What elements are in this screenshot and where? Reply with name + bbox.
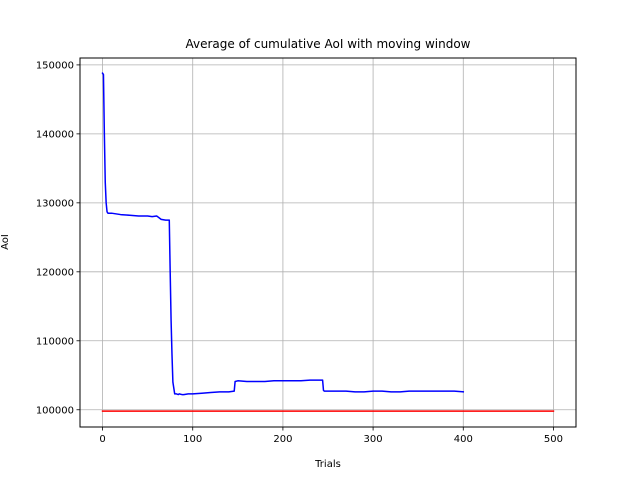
x-tick-label: 300 [364,434,383,445]
y-tick-label: 100000 [36,405,74,416]
y-axis-label: AoI [0,234,11,250]
y-tick-label: 150000 [36,60,74,71]
y-tick-label: 130000 [36,198,74,209]
x-tick-label: 100 [183,434,202,445]
x-tick-label: 0 [99,434,105,445]
chart-title: Average of cumulative AoI with moving wi… [186,37,471,51]
grid [80,58,576,427]
series-line-0 [101,72,465,396]
x-tick-label: 500 [544,434,563,445]
x-axis-label: Trials [314,459,341,470]
ticks: 0 100 200 300 400 500 100000 110000 120000 130000… [36,60,563,445]
plot-lines [101,72,555,412]
x-tick-label: 200 [273,434,292,445]
y-tick-label: 140000 [36,129,74,140]
x-tick-label: 400 [454,434,473,445]
y-tick-label: 120000 [36,267,74,278]
y-tick-label: 110000 [36,336,74,347]
plot-frame [79,57,577,428]
